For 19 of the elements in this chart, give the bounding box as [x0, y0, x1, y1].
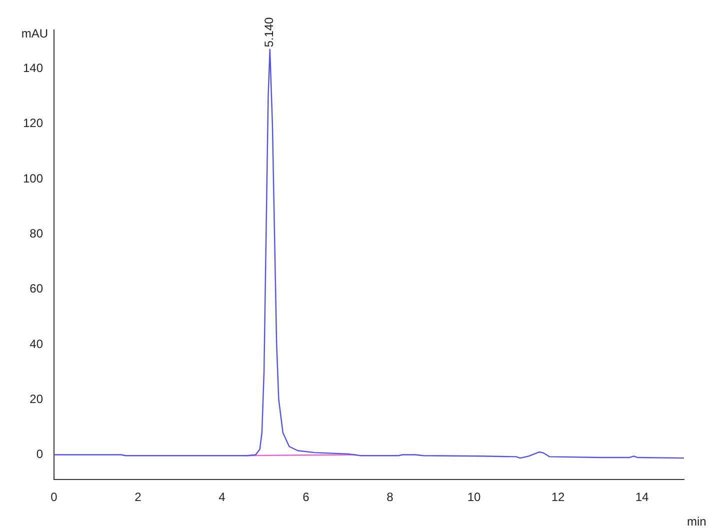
x-axis-title: min: [687, 514, 706, 528]
y-tick-label: 60: [30, 282, 44, 296]
y-tick-label: 0: [36, 447, 44, 462]
y-tick-label: 140: [22, 60, 44, 75]
x-tick-label: 14: [635, 490, 649, 504]
x-tick-label: 12: [551, 490, 565, 504]
y-tick-label: 100: [22, 171, 44, 186]
y-tick-label: 120: [22, 116, 44, 130]
x-tick-label: 0: [50, 490, 58, 504]
x-tick-label: 2: [134, 490, 142, 504]
y-tick-label: 20: [30, 392, 44, 406]
y-tick-label: 80: [30, 226, 44, 240]
y-axis-title: mAU: [21, 26, 48, 40]
x-tick-label: 4: [218, 490, 226, 504]
y-tick-label: 40: [30, 336, 44, 351]
x-tick-label: 6: [302, 490, 310, 504]
annotation: 5.140: [262, 16, 276, 48]
x-tick-label: 8: [386, 490, 394, 504]
x-tick-label: 10: [467, 490, 481, 504]
